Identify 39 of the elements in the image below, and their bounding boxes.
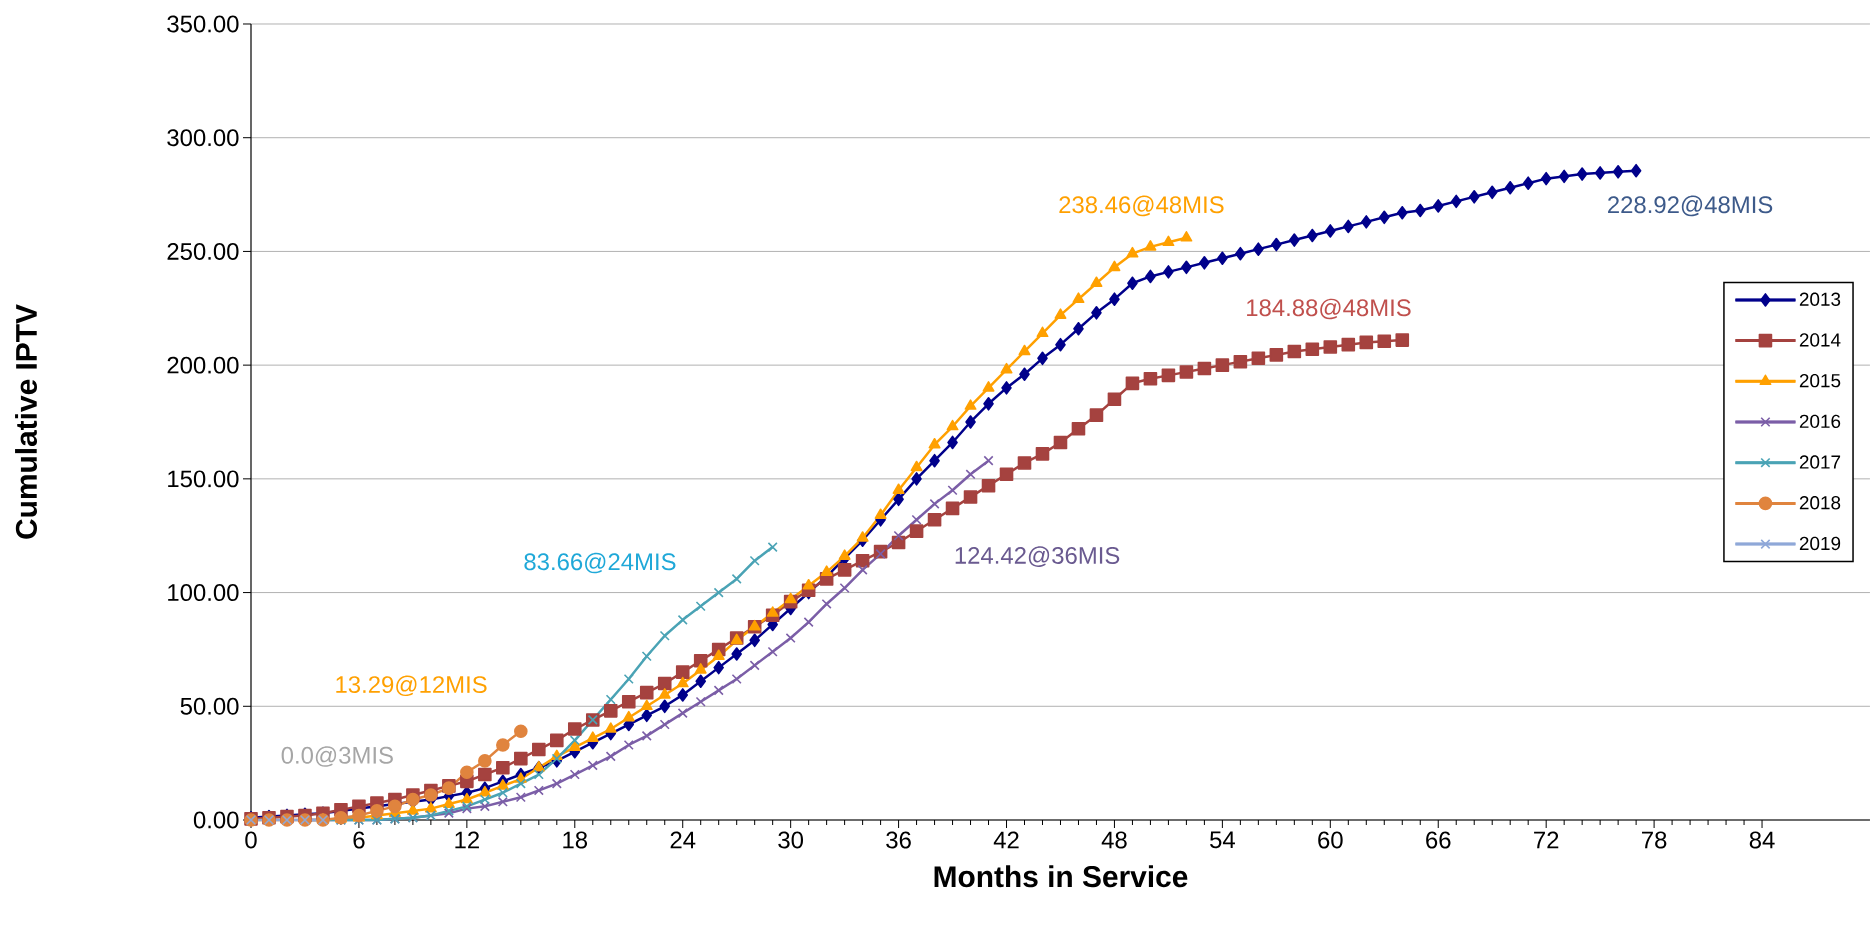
x-tick-label: 48 (1101, 831, 1127, 849)
x-tick-label: 18 (563, 831, 588, 849)
x-tick-label: 66 (1426, 831, 1451, 849)
y-tick-label: 0.00 (193, 811, 239, 829)
annotation: 124.42@36MIS (955, 546, 1120, 567)
x-tick-label: 36 (886, 831, 911, 849)
y-tick-label: 350.00 (167, 15, 239, 33)
x-tick-label: 6 (353, 831, 365, 849)
legend-label: 2013 (1799, 292, 1841, 306)
legend-label: 2017 (1799, 455, 1841, 469)
annotation: 0.0@3MIS (281, 746, 393, 767)
x-tick-label: 84 (1749, 831, 1775, 849)
y-tick-label: 100.00 (168, 584, 239, 602)
y-tick-label: 50.00 (180, 697, 239, 715)
x-tick-label: 60 (1318, 831, 1343, 849)
y-tick-label: 250.00 (167, 242, 239, 260)
legend-label: 2014 (1799, 333, 1841, 347)
x-tick-label: 24 (670, 831, 696, 849)
x-tick-label: 42 (993, 831, 1019, 849)
x-tick-label: 72 (1534, 831, 1559, 849)
x-tick-label: 54 (1210, 831, 1235, 849)
x-tick-label: 12 (455, 831, 479, 849)
legend-label: 2018 (1799, 496, 1841, 510)
legend-label: 2019 (1799, 536, 1841, 551)
annotation: 238.46@48MIS (1059, 195, 1224, 217)
x-tick-label: 78 (1642, 831, 1667, 849)
legend-label: 2015 (1799, 373, 1841, 388)
x-tick-label: 0 (245, 831, 257, 849)
y-axis-title: Cumulative IPTV (15, 304, 38, 539)
legend-label: 2016 (1799, 414, 1841, 429)
annotation: 228.92@48MIS (1608, 195, 1773, 217)
annotation: 83.66@24MIS (524, 552, 676, 574)
y-tick-label: 150.00 (168, 470, 239, 488)
y-tick-label: 300.00 (167, 129, 239, 147)
annotation: 184.88@48MIS (1247, 298, 1411, 320)
y-tick-label: 200.00 (167, 356, 239, 374)
annotation: 13.29@12MIS (336, 675, 487, 697)
x-tick-label: 30 (778, 831, 804, 849)
x-axis-title: Months in Service (934, 865, 1188, 888)
